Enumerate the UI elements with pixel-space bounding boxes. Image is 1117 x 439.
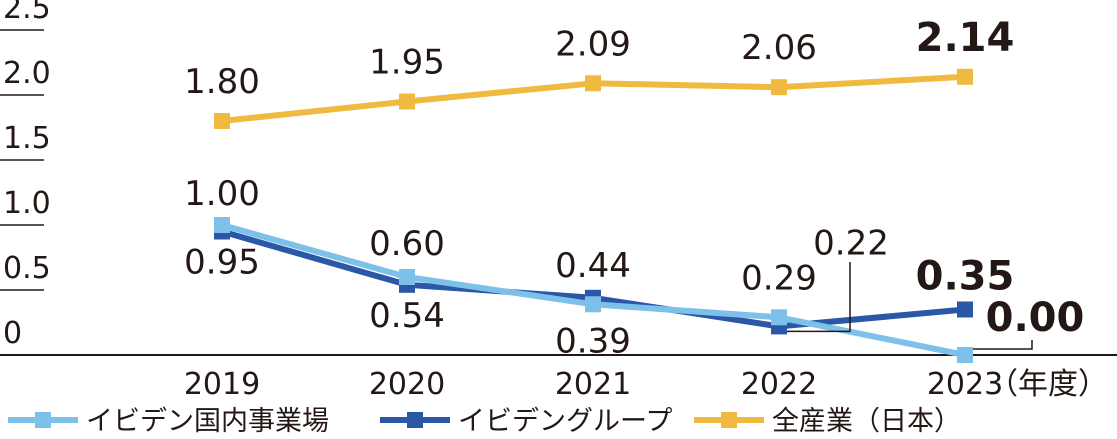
data-label: 0.60	[369, 224, 445, 264]
data-label: 1.95	[369, 43, 445, 83]
x-tick-label: 2022	[741, 367, 817, 402]
x-tick-label: 2021	[555, 367, 631, 402]
data-label: 0.54	[369, 296, 445, 336]
legend-label: イビデングループ	[458, 406, 672, 437]
data-point-marker	[399, 269, 415, 285]
leader-lines	[779, 262, 1033, 350]
legend-label: イビデン国内事業場	[86, 406, 329, 437]
legend-swatch-marker	[721, 412, 737, 428]
leader-line	[973, 340, 1033, 350]
legend-label: 全産業（日本）	[772, 406, 961, 437]
y-tick-label: 1.0	[3, 186, 51, 221]
data-point-marker	[214, 217, 230, 233]
data-point-marker	[399, 93, 415, 110]
x-tick-label: 2019	[184, 367, 260, 402]
data-label: 1.00	[184, 174, 260, 214]
data-label: 2.09	[555, 24, 631, 64]
data-label: 0.39	[555, 321, 631, 361]
x-axis: 2019 2020 2021 2022 2023	[184, 367, 1003, 402]
data-point-marker	[957, 347, 973, 363]
data-label: 0.29	[741, 258, 817, 298]
x-tick-label: 2023	[927, 367, 1003, 402]
data-point-marker	[771, 79, 787, 96]
y-axis: 0 0.5 1.0 1.5 2.0 2.5	[0, 0, 51, 351]
data-label: 0.22	[813, 223, 889, 263]
y-tick-label: 2.0	[3, 56, 51, 91]
data-label: 0.44	[555, 246, 631, 286]
data-label: 2.06	[741, 28, 817, 68]
x-axis-unit: （年度）	[988, 367, 1108, 402]
y-tick-label: 0	[3, 316, 22, 351]
y-tick-label: 0.5	[3, 251, 51, 286]
data-point-marker	[957, 68, 973, 85]
series-markers	[214, 68, 973, 363]
data-label: 0.95	[184, 243, 260, 283]
data-point-marker	[585, 296, 601, 313]
data-labels: 1.00 0.60 0.39 0.29 0.00 0.95 0.54 0.44 0.22 0.35…	[184, 15, 1085, 361]
data-label: 0.00	[986, 295, 1085, 341]
data-label: 0.35	[916, 254, 1015, 300]
legend-swatch-marker	[35, 412, 51, 428]
data-point-marker	[585, 75, 601, 92]
legend-swatch-marker	[407, 412, 423, 428]
data-point-marker	[771, 309, 787, 326]
data-point-marker	[957, 301, 973, 318]
data-point-marker	[214, 113, 230, 129]
y-tick-label: 1.5	[3, 121, 51, 156]
series-lines	[221, 73, 966, 358]
y-tick-label: 2.5	[3, 0, 51, 26]
legend: イビデン国内事業場 イビデングループ 全産業（日本）	[8, 406, 961, 437]
x-tick-label: 2020	[369, 367, 445, 402]
data-label: 2.14	[916, 15, 1015, 61]
data-label: 1.80	[184, 62, 260, 102]
leader-line	[779, 262, 851, 333]
